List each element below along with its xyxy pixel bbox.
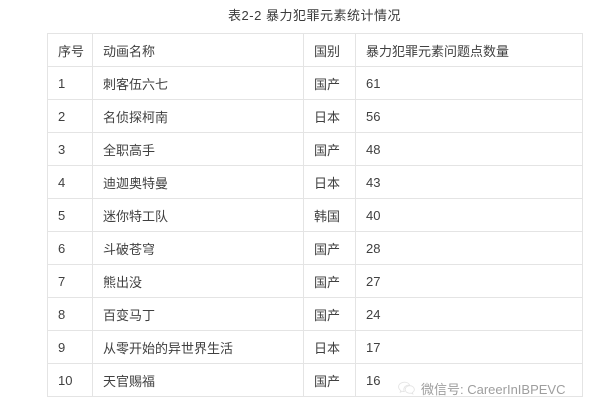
cell-count: 56 — [355, 99, 583, 133]
cell-country: 国产 — [303, 231, 356, 265]
col-header-name: 动画名称 — [92, 33, 304, 67]
cell-country: 韩国 — [303, 198, 356, 232]
watermark: 微信号: CareerInIBPEVC — [397, 379, 566, 398]
cell-count: 28 — [355, 231, 583, 265]
cell-no: 2 — [47, 99, 93, 133]
cell-name: 迪迦奥特曼 — [92, 165, 304, 199]
cell-count: 48 — [355, 132, 583, 166]
cell-name: 刺客伍六七 — [92, 66, 304, 100]
cell-name: 全职高手 — [92, 132, 304, 166]
cell-no: 8 — [47, 297, 93, 331]
table-row: 1 刺客伍六七 国产 61 — [47, 66, 583, 100]
cell-no: 4 — [47, 165, 93, 199]
cell-no: 5 — [47, 198, 93, 232]
col-header-count: 暴力犯罪元素问题点数量 — [355, 33, 583, 67]
table-row: 9 从零开始的异世界生活 日本 17 — [47, 330, 583, 364]
table-row: 5 迷你特工队 韩国 40 — [47, 198, 583, 232]
cell-country: 国产 — [303, 264, 356, 298]
col-header-no: 序号 — [47, 33, 93, 67]
cell-count: 24 — [355, 297, 583, 331]
cell-count: 16 — [355, 363, 583, 397]
cell-name: 熊出没 — [92, 264, 304, 298]
watermark-text: 微信号: CareerInIBPEVC — [421, 382, 566, 397]
cell-name: 斗破苍穹 — [92, 231, 304, 265]
cell-name: 百变马丁 — [92, 297, 304, 331]
cell-country: 国产 — [303, 297, 356, 331]
cell-country: 日本 — [303, 330, 356, 364]
cell-name: 名侦探柯南 — [92, 99, 304, 133]
table-body: 1 刺客伍六七 国产 61 2 名侦探柯南 日本 56 3 全职高手 国产 48… — [47, 66, 583, 397]
cell-country: 日本 — [303, 99, 356, 133]
table-row: 3 全职高手 国产 48 — [47, 132, 583, 166]
table-row: 7 熊出没 国产 27 — [47, 264, 583, 298]
table-row: 2 名侦探柯南 日本 56 — [47, 99, 583, 133]
cell-no: 10 — [47, 363, 93, 397]
header-row: 序号 动画名称 国别 暴力犯罪元素问题点数量 — [47, 33, 583, 67]
table-row: 4 迪迦奥特曼 日本 43 — [47, 165, 583, 199]
table-row: 6 斗破苍穹 国产 28 — [47, 231, 583, 265]
cell-no: 6 — [47, 231, 93, 265]
statistics-table: 序号 动画名称 国别 暴力犯罪元素问题点数量 1 刺客伍六七 国产 61 2 名… — [47, 33, 583, 397]
table-row: 8 百变马丁 国产 24 — [47, 297, 583, 331]
cell-count: 27 — [355, 264, 583, 298]
cell-count: 43 — [355, 165, 583, 199]
cell-country: 国产 — [303, 363, 356, 397]
cell-name: 迷你特工队 — [92, 198, 304, 232]
cell-country: 日本 — [303, 165, 356, 199]
cell-no: 1 — [47, 66, 93, 100]
cell-country: 国产 — [303, 66, 356, 100]
wechat-icon — [397, 379, 416, 398]
cell-name: 天官赐福 — [92, 363, 304, 397]
cell-name: 从零开始的异世界生活 — [92, 330, 304, 364]
cell-no: 7 — [47, 264, 93, 298]
cell-country: 国产 — [303, 132, 356, 166]
table-row: 10 天官赐福 国产 16 — [47, 363, 583, 397]
cell-count: 17 — [355, 330, 583, 364]
table-title: 表2-2 暴力犯罪元素统计情况 — [228, 8, 401, 23]
col-header-country: 国别 — [303, 33, 356, 67]
cell-count: 40 — [355, 198, 583, 232]
cell-no: 3 — [47, 132, 93, 166]
cell-no: 9 — [47, 330, 93, 364]
cell-count: 61 — [355, 66, 583, 100]
